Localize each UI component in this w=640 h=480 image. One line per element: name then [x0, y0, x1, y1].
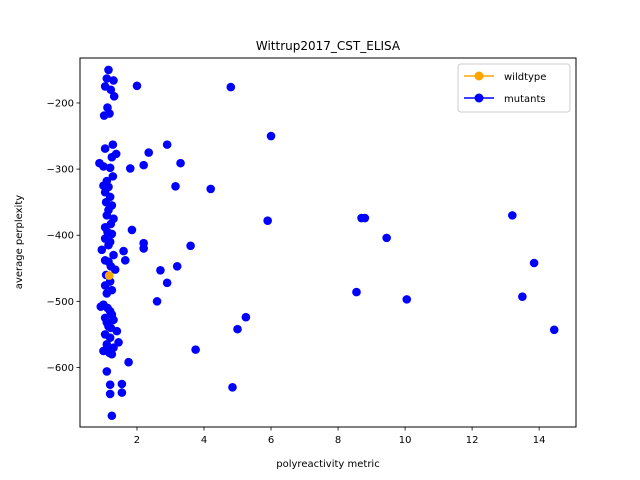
mutants-point	[117, 379, 127, 389]
mutants-point	[110, 265, 120, 274]
mutants-point	[107, 152, 117, 162]
mutants-point	[162, 278, 172, 288]
mutants-point	[266, 131, 276, 141]
mutants-point	[104, 240, 113, 250]
mutants-point	[241, 312, 251, 322]
plot-area	[95, 65, 559, 421]
mutants-point	[382, 233, 391, 243]
mutants-point	[529, 258, 539, 268]
mutants-point	[228, 383, 237, 392]
mutants-point	[99, 162, 108, 171]
mutants-point	[162, 140, 172, 149]
mutants-point	[107, 411, 117, 421]
y-tick-label: −400	[47, 231, 74, 242]
mutants-point	[102, 74, 112, 83]
mutants-point	[172, 262, 182, 271]
x-axis-label: polyreactivity metric	[276, 459, 379, 470]
mutants-point	[104, 65, 113, 75]
mutants-point	[100, 144, 110, 153]
mutants-point	[176, 158, 185, 168]
mutants-point	[108, 140, 118, 149]
mutants-point	[106, 85, 116, 95]
mutants-point	[112, 326, 122, 336]
mutants-point	[120, 256, 130, 265]
mutants-point	[191, 345, 200, 354]
x-tick-label: 14	[533, 435, 546, 446]
x-tick-label: 6	[268, 435, 274, 446]
mutants-point	[108, 172, 118, 181]
mutants-point	[518, 292, 527, 302]
legend-wildtype-label: wildtype	[504, 72, 546, 83]
mutants-point	[124, 357, 133, 367]
y-axis-label: average perplexity	[14, 195, 25, 289]
mutants-point	[226, 82, 236, 92]
mutants-point	[152, 297, 162, 306]
mutants-point	[102, 367, 112, 376]
x-tick-label: 8	[335, 435, 341, 446]
mutants-point	[206, 184, 216, 194]
legend-mutants-marker	[474, 93, 484, 103]
mutants-point	[104, 344, 113, 354]
mutants-point	[125, 164, 135, 173]
mutants-point	[96, 302, 106, 311]
y-axis-ticks: −600 −500 −400 −300 −200	[47, 98, 80, 374]
mutants-point	[352, 287, 361, 297]
mutants-point	[549, 325, 559, 335]
mutants-point	[105, 380, 115, 389]
mutants-point	[109, 315, 118, 325]
x-tick-label: 10	[399, 435, 412, 446]
mutants-point	[97, 245, 107, 255]
mutants-point	[402, 295, 412, 304]
legend-mutants-label: mutants	[504, 94, 546, 105]
mutants-point	[144, 148, 154, 157]
mutants-point	[139, 160, 148, 170]
mutants-point	[109, 76, 118, 85]
y-tick-label: −300	[47, 165, 74, 176]
mutants-point	[132, 81, 142, 91]
mutants-point	[360, 213, 370, 223]
mutants-point	[156, 265, 165, 275]
legend: wildtype mutants	[457, 63, 571, 113]
mutants-point	[100, 281, 110, 290]
mutants-point	[233, 324, 242, 334]
axes	[79, 57, 577, 428]
x-axis-ticks: 2 4 6 8 10 12 14	[134, 427, 546, 446]
mutants-point	[139, 244, 148, 253]
mutants-point	[171, 181, 180, 191]
mutants-point	[127, 225, 137, 235]
y-tick-label: −600	[47, 363, 74, 374]
mutants-point	[102, 289, 112, 298]
mutants-point	[117, 388, 127, 397]
mutants-point	[105, 389, 115, 399]
chart-title: Wittrup2017_CST_ELISA	[256, 39, 401, 53]
y-tick-label: −200	[47, 98, 74, 109]
mutants-point	[109, 92, 119, 101]
wildtype-point	[104, 271, 114, 280]
mutants-point	[263, 216, 272, 225]
mutants-point	[119, 246, 128, 256]
mutants-point	[105, 163, 115, 173]
mutants-point	[105, 333, 115, 343]
mutants-point	[102, 211, 112, 220]
mutants-point	[109, 250, 118, 260]
legend-wildtype-marker	[474, 71, 484, 81]
x-tick-label: 2	[134, 435, 140, 446]
axes-frame	[79, 57, 577, 428]
x-tick-label: 12	[466, 435, 479, 446]
mutants-point	[508, 211, 517, 220]
y-tick-label: −500	[47, 297, 74, 308]
mutants-point	[99, 111, 109, 120]
x-tick-label: 4	[201, 435, 207, 446]
mutants-point	[107, 229, 117, 239]
mutants-point	[186, 241, 195, 251]
